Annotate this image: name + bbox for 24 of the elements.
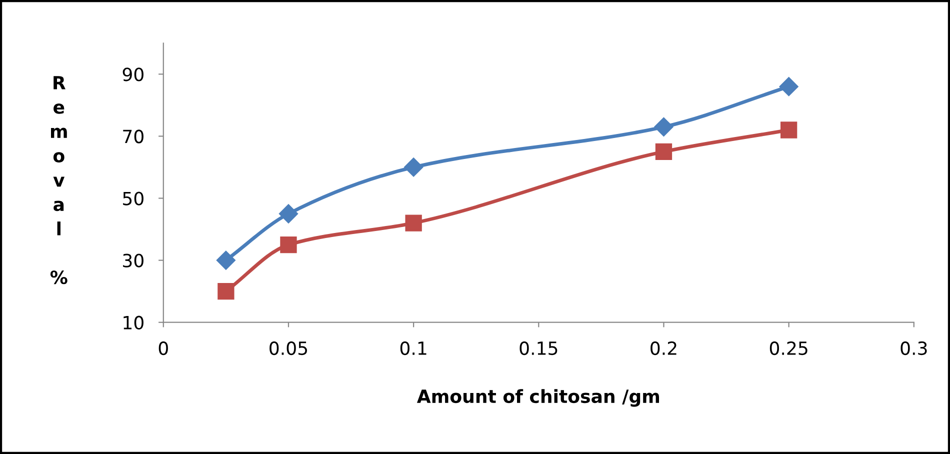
- x-tick-label: 0.15: [520, 341, 558, 356]
- y-tick-label: 30: [123, 254, 144, 268]
- point: [405, 214, 422, 232]
- x-tick-label: 0.3: [900, 341, 927, 356]
- point: [280, 236, 297, 254]
- x-tick-label: 0.1: [400, 341, 426, 356]
- point: [780, 122, 798, 138]
- point: [278, 204, 298, 224]
- y-tick-label: 10: [124, 316, 144, 330]
- point: [216, 250, 236, 270]
- x-axis-title: Amount of chitosan /gm: [416, 389, 659, 407]
- point: [655, 143, 672, 160]
- y-tick-label: 90: [122, 68, 144, 82]
- y-tick-label: 70: [123, 130, 144, 144]
- point: [779, 77, 798, 96]
- text: Removal %: [50, 76, 68, 284]
- y-tick-label: 50: [123, 192, 144, 206]
- point: [218, 282, 234, 300]
- point: [404, 158, 424, 177]
- point: [654, 117, 674, 136]
- x-tick-label: 0: [158, 341, 168, 356]
- x-tick-label: 0.2: [650, 341, 676, 356]
- x-tick-label: 0.25: [770, 341, 808, 356]
- x-tick-label: 0.05: [270, 341, 308, 356]
